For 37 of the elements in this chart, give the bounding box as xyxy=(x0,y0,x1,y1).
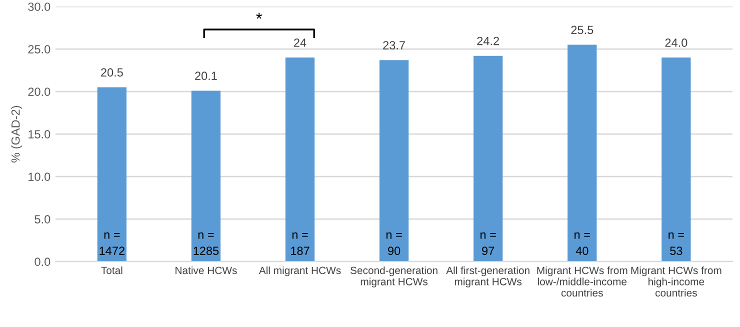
bar xyxy=(662,58,691,262)
annotation: n = 40 xyxy=(574,232,590,256)
bar xyxy=(191,90,221,262)
data-label: 24.2 xyxy=(477,36,499,46)
annotation: n = 1285 xyxy=(194,232,219,256)
data-label: 25.5 xyxy=(571,26,594,34)
bar xyxy=(379,60,409,262)
x-tick-label: All migrant HCWs xyxy=(258,266,341,276)
x-tick-label: Migrant HCWs from low-/middle-income countries xyxy=(537,266,628,297)
y-tick-label: 30.0 xyxy=(28,2,50,11)
data-label: 24.0 xyxy=(665,38,688,47)
y-tick-label: 15.0 xyxy=(28,130,50,138)
x-tick-label: Migrant HCWs from high-income countries xyxy=(631,266,722,297)
y-tick-label: 5.0 xyxy=(34,215,50,224)
annotation: n = 187 xyxy=(291,232,310,256)
bar xyxy=(568,44,597,262)
x-tick-label: Native HCWs xyxy=(176,266,237,274)
annotation: n = 90 xyxy=(386,232,402,256)
bar xyxy=(474,56,503,262)
data-label: 20.1 xyxy=(195,72,217,80)
annotation: * xyxy=(256,12,262,19)
data-label: 23.7 xyxy=(383,41,405,50)
annotation: n = 1472 xyxy=(100,232,124,255)
data-label: 24 xyxy=(294,38,306,47)
x-tick-label: Second-generation migrant HCWs xyxy=(350,266,438,288)
bar xyxy=(285,58,315,262)
y-axis-title: % (GAD-2) xyxy=(11,106,22,163)
y-tick-label: 25.0 xyxy=(28,45,50,54)
y-tick-label: 0.0 xyxy=(34,258,50,266)
y-tick-label: 10.0 xyxy=(28,172,50,181)
annotation: n = 97 xyxy=(480,232,496,256)
annotation: n = 53 xyxy=(668,232,684,256)
y-tick-label: 20.0 xyxy=(28,88,50,96)
x-tick-label: All first-generation migrant HCWs xyxy=(446,266,530,288)
x-tick-label: Total xyxy=(101,266,122,274)
bar xyxy=(97,87,126,262)
data-label: 20.5 xyxy=(101,68,123,77)
